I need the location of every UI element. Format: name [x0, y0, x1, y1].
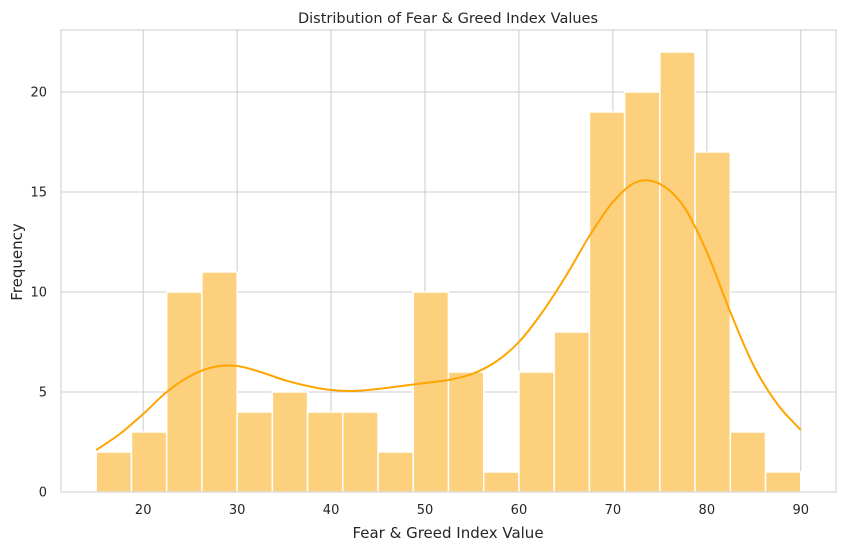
histogram-bar: [342, 411, 379, 493]
histogram-bar: [623, 91, 661, 493]
x-tick-label: 20: [135, 503, 152, 518]
histogram-bar: [377, 451, 415, 493]
kde-curve-group: [95, 179, 802, 451]
histogram-bar: [447, 371, 485, 493]
histogram-bar: [271, 391, 309, 493]
histogram-bar: [764, 471, 802, 493]
histogram-bar: [729, 431, 767, 493]
histogram-bar: [518, 371, 555, 493]
axes-frame: [60, 29, 837, 493]
x-tick-label: 90: [792, 503, 809, 518]
histogram-bars: [95, 51, 802, 493]
x-tick-label: 30: [229, 503, 246, 518]
histogram-bar: [659, 51, 696, 493]
kde-curve: [95, 179, 802, 451]
histogram-bar: [130, 431, 168, 493]
y-tick-label: 20: [30, 86, 47, 101]
x-axis-title: Fear & Greed Index Value: [352, 524, 543, 542]
chart-title: Distribution of Fear & Greed Index Value…: [298, 11, 598, 27]
histogram-bar: [588, 111, 626, 493]
y-axis-title: Frequency: [8, 223, 26, 301]
x-tick-label: 40: [323, 503, 340, 518]
histogram-bar: [306, 411, 344, 493]
x-tick-label: 50: [417, 503, 434, 518]
histogram-bar: [412, 291, 450, 493]
histogram-bar: [236, 411, 274, 493]
histogram-bar: [553, 331, 591, 493]
x-tick-label: 80: [699, 503, 716, 518]
y-tick-label: 5: [39, 386, 47, 401]
x-tick-label: 70: [605, 503, 622, 518]
histogram-bar: [482, 471, 520, 493]
y-tick-label: 15: [30, 186, 47, 201]
y-tick-label: 10: [30, 286, 47, 301]
y-axis-ticks: 0 5 10 15 20: [30, 86, 47, 501]
x-axis-ticks: 20 30 40 50 60 70 80 90: [135, 503, 809, 518]
histogram-bar: [165, 291, 203, 493]
histogram-bar: [201, 271, 238, 493]
histogram-bar: [694, 151, 732, 493]
histogram-bar: [95, 451, 133, 493]
x-tick-label: 60: [511, 503, 528, 518]
y-tick-label: 0: [39, 486, 47, 501]
